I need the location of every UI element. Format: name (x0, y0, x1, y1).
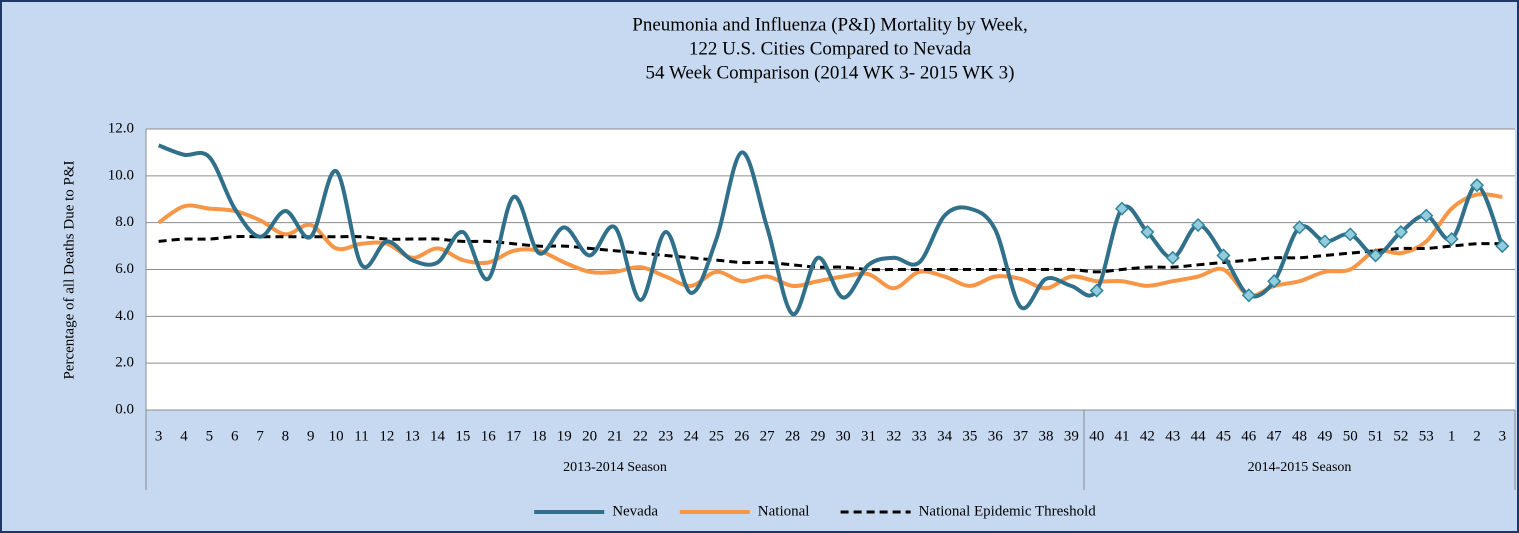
x-tick-label: 16 (481, 428, 497, 444)
x-tick-label: 48 (1292, 428, 1307, 444)
point-marker (1191, 217, 1206, 233)
x-tick-label: 4 (180, 428, 188, 444)
point-marker (1343, 227, 1358, 242)
x-tick-label: 41 (1115, 428, 1130, 444)
chart-title: Pneumonia and Influenza (P&I) Mortality … (632, 14, 1027, 35)
point-marker (1140, 224, 1155, 240)
group-label: 2013-2014 Season (563, 460, 667, 475)
x-tick-label: 30 (836, 428, 851, 444)
x-tick-label: 50 (1343, 428, 1358, 444)
x-tick-label: 35 (962, 428, 977, 444)
point-marker (1444, 231, 1459, 247)
point-marker (1368, 248, 1383, 263)
series-line (158, 235, 1503, 274)
x-tick-label: 6 (231, 428, 239, 444)
x-tick-label: 29 (810, 428, 825, 444)
point-marker (1165, 250, 1180, 265)
point-marker (1267, 274, 1282, 289)
x-tick-label: 5 (206, 428, 214, 444)
x-tick-label: 2 (1473, 428, 1481, 444)
x-tick-label: 12 (379, 428, 394, 444)
point-marker (1114, 201, 1130, 216)
x-tick-label: 32 (886, 428, 901, 444)
point-marker (1241, 288, 1256, 303)
x-tick-label: 17 (506, 428, 522, 444)
x-tick-label: 25 (709, 428, 724, 444)
point-marker (1469, 178, 1485, 193)
x-tick-label: 44 (1191, 428, 1207, 444)
x-tick-label: 45 (1216, 428, 1231, 444)
x-tick-label: 15 (455, 428, 470, 444)
group-label: 2014-2015 Season (1248, 460, 1352, 475)
x-tick-label: 24 (684, 428, 700, 444)
legend-label: Nevada (612, 503, 658, 519)
x-tick-label: 19 (557, 428, 572, 444)
point-marker (1393, 224, 1408, 240)
y-tick-label: 0.0 (115, 401, 134, 417)
x-tick-label: 23 (658, 428, 673, 444)
point-marker (1216, 248, 1231, 263)
y-tick-label: 8.0 (115, 214, 134, 230)
x-tick-label: 42 (1140, 428, 1155, 444)
y-tick-label: 10.0 (108, 167, 134, 183)
x-tick-label: 10 (329, 428, 344, 444)
x-tick-label: 34 (937, 428, 953, 444)
x-tick-label: 28 (785, 428, 800, 444)
x-tick-label: 3 (1499, 428, 1507, 444)
x-tick-label: 14 (430, 428, 446, 444)
chart-title: 122 U.S. Cities Compared to Nevada (689, 38, 972, 59)
point-marker (1495, 239, 1510, 254)
x-tick-label: 26 (734, 428, 750, 444)
point-marker (1419, 208, 1434, 223)
y-tick-label: 6.0 (115, 261, 134, 277)
point-marker (1089, 283, 1104, 298)
x-tick-label: 47 (1267, 428, 1283, 444)
x-tick-label: 33 (912, 428, 927, 444)
y-axis-label: Percentage of all Deaths Due to P&I (61, 160, 77, 379)
x-tick-label: 1 (1448, 428, 1456, 444)
x-tick-label: 9 (307, 428, 315, 444)
x-tick-label: 3 (155, 428, 163, 444)
x-tick-label: 22 (633, 428, 648, 444)
x-tick-label: 11 (354, 428, 368, 444)
x-tick-label: 39 (1064, 428, 1079, 444)
x-tick-label: 20 (582, 428, 597, 444)
legend-label: National (758, 503, 810, 519)
point-marker (1292, 220, 1307, 235)
x-tick-label: 52 (1393, 428, 1408, 444)
y-tick-label: 2.0 (115, 355, 134, 371)
x-tick-label: 8 (282, 428, 290, 444)
x-tick-label: 13 (405, 428, 420, 444)
x-tick-label: 51 (1368, 428, 1383, 444)
x-tick-label: 43 (1165, 428, 1180, 444)
x-tick-label: 36 (988, 428, 1004, 444)
legend-label: National Epidemic Threshold (919, 503, 1097, 519)
x-tick-label: 46 (1241, 428, 1257, 444)
x-tick-label: 18 (531, 428, 546, 444)
point-marker (1317, 234, 1332, 249)
x-tick-label: 40 (1089, 428, 1104, 444)
y-tick-label: 12.0 (108, 120, 134, 136)
x-tick-label: 31 (861, 428, 876, 444)
x-tick-label: 37 (1013, 428, 1029, 444)
x-tick-label: 27 (760, 428, 776, 444)
x-tick-label: 49 (1317, 428, 1332, 444)
x-tick-label: 7 (256, 428, 264, 444)
x-tick-label: 38 (1038, 428, 1053, 444)
y-tick-label: 4.0 (115, 308, 134, 324)
chart-title: 54 Week Comparison (2014 WK 3- 2015 WK 3… (646, 62, 1015, 83)
x-tick-label: 53 (1419, 428, 1434, 444)
x-tick-label: 21 (608, 428, 623, 444)
